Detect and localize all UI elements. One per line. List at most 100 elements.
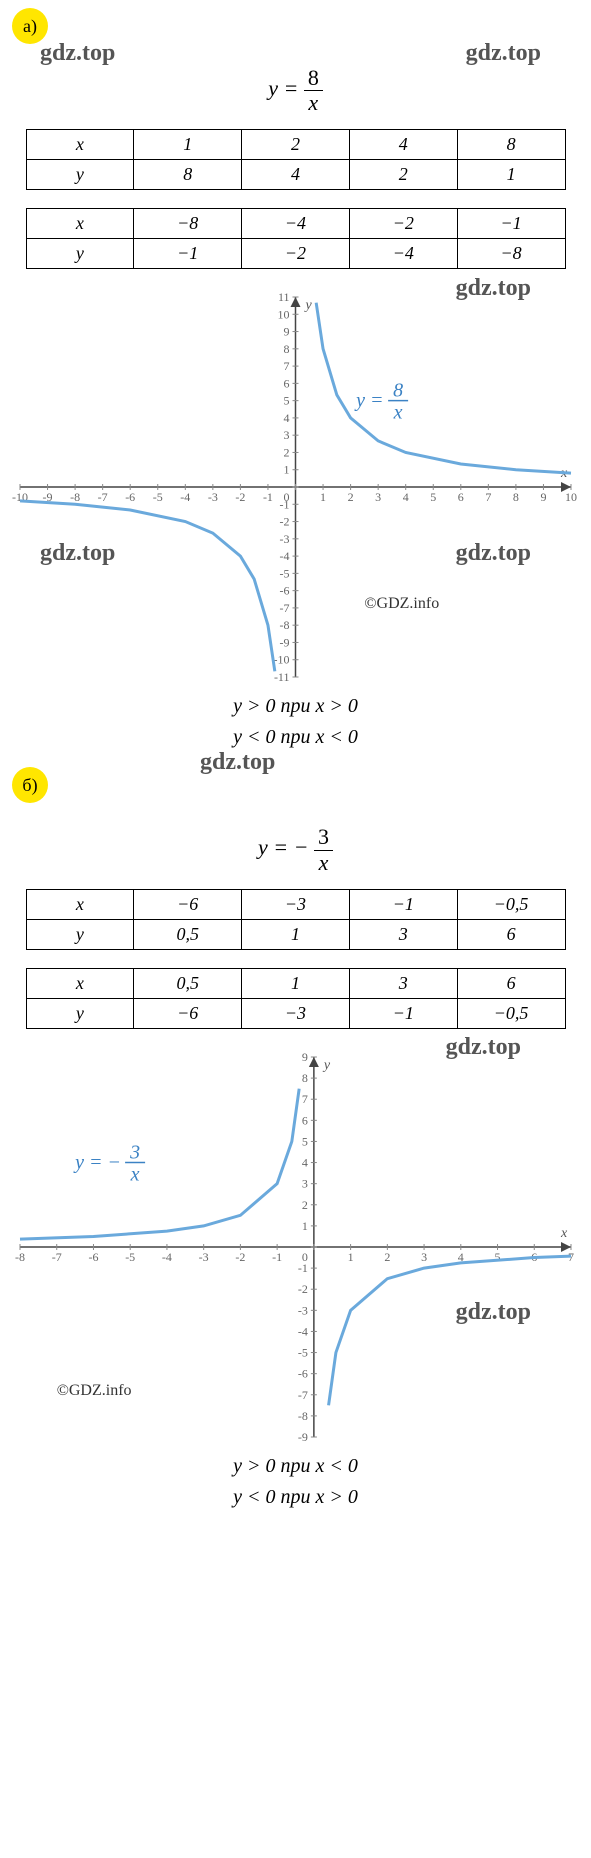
- svg-text:3: 3: [302, 1176, 308, 1190]
- section-b: gdz.top б) y = − 3 x x −6 −3 −1 −0,5 y 0…: [0, 759, 591, 1508]
- watermark: gdz.top: [200, 749, 275, 776]
- svg-text:-2: -2: [235, 1250, 245, 1264]
- cell: x: [26, 209, 134, 239]
- svg-text:1: 1: [320, 490, 326, 504]
- svg-text:10: 10: [565, 490, 577, 504]
- table-row: y 0,5 1 3 6: [26, 919, 565, 949]
- svg-text:4: 4: [284, 411, 290, 425]
- svg-text:-2: -2: [298, 1282, 308, 1296]
- watermark: gdz.top: [40, 40, 115, 67]
- svg-text:©GDZ.info: ©GDZ.info: [364, 595, 439, 612]
- formula-lhs: y = −: [258, 835, 308, 860]
- cell: −3: [242, 889, 350, 919]
- svg-text:-8: -8: [298, 1409, 308, 1423]
- cell: 1: [134, 130, 242, 160]
- formula-num: 8: [304, 66, 323, 91]
- svg-text:-6: -6: [125, 490, 135, 504]
- formula-lhs: y =: [268, 76, 298, 101]
- cell: 6: [457, 968, 565, 998]
- svg-text:7: 7: [284, 359, 290, 373]
- cell: 3: [349, 968, 457, 998]
- svg-text:9: 9: [284, 325, 290, 339]
- svg-text:-6: -6: [280, 584, 290, 598]
- cell: −0,5: [457, 998, 565, 1028]
- section-a: а) gdz.top gdz.top y = 8 x x 1 2 4 8 y 8…: [0, 0, 591, 749]
- cell: −4: [349, 239, 457, 269]
- svg-text:10: 10: [278, 308, 290, 322]
- cell: −0,5: [457, 889, 565, 919]
- table-b1: x −6 −3 −1 −0,5 y 0,5 1 3 6: [26, 889, 566, 950]
- cell: 0,5: [134, 968, 242, 998]
- svg-text:3: 3: [129, 1141, 140, 1163]
- svg-text:-4: -4: [280, 549, 290, 563]
- condition: y < 0 при x < 0: [0, 726, 591, 749]
- svg-text:-4: -4: [162, 1250, 172, 1264]
- svg-text:3: 3: [375, 490, 381, 504]
- svg-text:-6: -6: [88, 1250, 98, 1264]
- svg-text:-5: -5: [298, 1345, 308, 1359]
- svg-text:9: 9: [302, 1050, 308, 1064]
- table-row: y −6 −3 −1 −0,5: [26, 998, 565, 1028]
- cell: 4: [349, 130, 457, 160]
- watermark: gdz.top: [466, 40, 541, 67]
- svg-text:3: 3: [421, 1250, 427, 1264]
- cell: x: [26, 130, 134, 160]
- cell: −1: [349, 889, 457, 919]
- svg-text:-3: -3: [208, 490, 218, 504]
- svg-text:-7: -7: [52, 1250, 62, 1264]
- svg-text:-4: -4: [180, 490, 190, 504]
- svg-text:6: 6: [302, 1113, 308, 1127]
- table-row: x 1 2 4 8: [26, 130, 565, 160]
- table-a1: x 1 2 4 8 y 8 4 2 1: [26, 129, 566, 190]
- svg-text:2: 2: [384, 1250, 390, 1264]
- svg-text:©GDZ.info: ©GDZ.info: [57, 1382, 132, 1399]
- cell: y: [26, 919, 134, 949]
- cell: 0,5: [134, 919, 242, 949]
- svg-text:-7: -7: [298, 1388, 308, 1402]
- svg-text:-4: -4: [298, 1324, 308, 1338]
- svg-text:5: 5: [495, 1250, 501, 1264]
- table-row: x −6 −3 −1 −0,5: [26, 889, 565, 919]
- svg-text:-6: -6: [298, 1366, 308, 1380]
- cell: y: [26, 239, 134, 269]
- svg-text:-2: -2: [235, 490, 245, 504]
- cell: 8: [134, 160, 242, 190]
- cell: 1: [242, 968, 350, 998]
- cell: −1: [134, 239, 242, 269]
- svg-text:y: y: [304, 298, 313, 313]
- svg-text:-7: -7: [98, 490, 108, 504]
- cell: 3: [349, 919, 457, 949]
- svg-text:-5: -5: [153, 490, 163, 504]
- svg-text:-8: -8: [280, 619, 290, 633]
- formula-a: y = 8 x: [0, 66, 591, 115]
- cell: −2: [349, 209, 457, 239]
- svg-text:-2: -2: [280, 515, 290, 529]
- cell: −6: [134, 889, 242, 919]
- svg-text:-5: -5: [280, 567, 290, 581]
- svg-text:1: 1: [348, 1250, 354, 1264]
- cell: 2: [349, 160, 457, 190]
- svg-text:1: 1: [302, 1219, 308, 1233]
- svg-text:11: 11: [278, 290, 290, 304]
- table-row: y 8 4 2 1: [26, 160, 565, 190]
- svg-text:-9: -9: [298, 1430, 308, 1444]
- svg-text:7: 7: [485, 490, 491, 504]
- svg-text:-1: -1: [272, 1250, 282, 1264]
- svg-text:-1: -1: [263, 490, 273, 504]
- formula-b: y = − 3 x: [0, 825, 591, 874]
- svg-text:y = −: y = −: [73, 1151, 121, 1173]
- svg-text:9: 9: [540, 490, 546, 504]
- svg-text:-5: -5: [125, 1250, 135, 1264]
- badge-a: а): [12, 8, 48, 44]
- svg-text:-9: -9: [280, 636, 290, 650]
- svg-text:5: 5: [430, 490, 436, 504]
- table-row: y −1 −2 −4 −8: [26, 239, 565, 269]
- cell: −4: [242, 209, 350, 239]
- svg-text:-3: -3: [280, 532, 290, 546]
- table-row: x −8 −4 −2 −1: [26, 209, 565, 239]
- svg-text:4: 4: [302, 1155, 308, 1169]
- cell: −8: [457, 239, 565, 269]
- badge-b: б): [12, 767, 48, 803]
- condition: y > 0 при x < 0: [0, 1455, 591, 1478]
- cell: y: [26, 160, 134, 190]
